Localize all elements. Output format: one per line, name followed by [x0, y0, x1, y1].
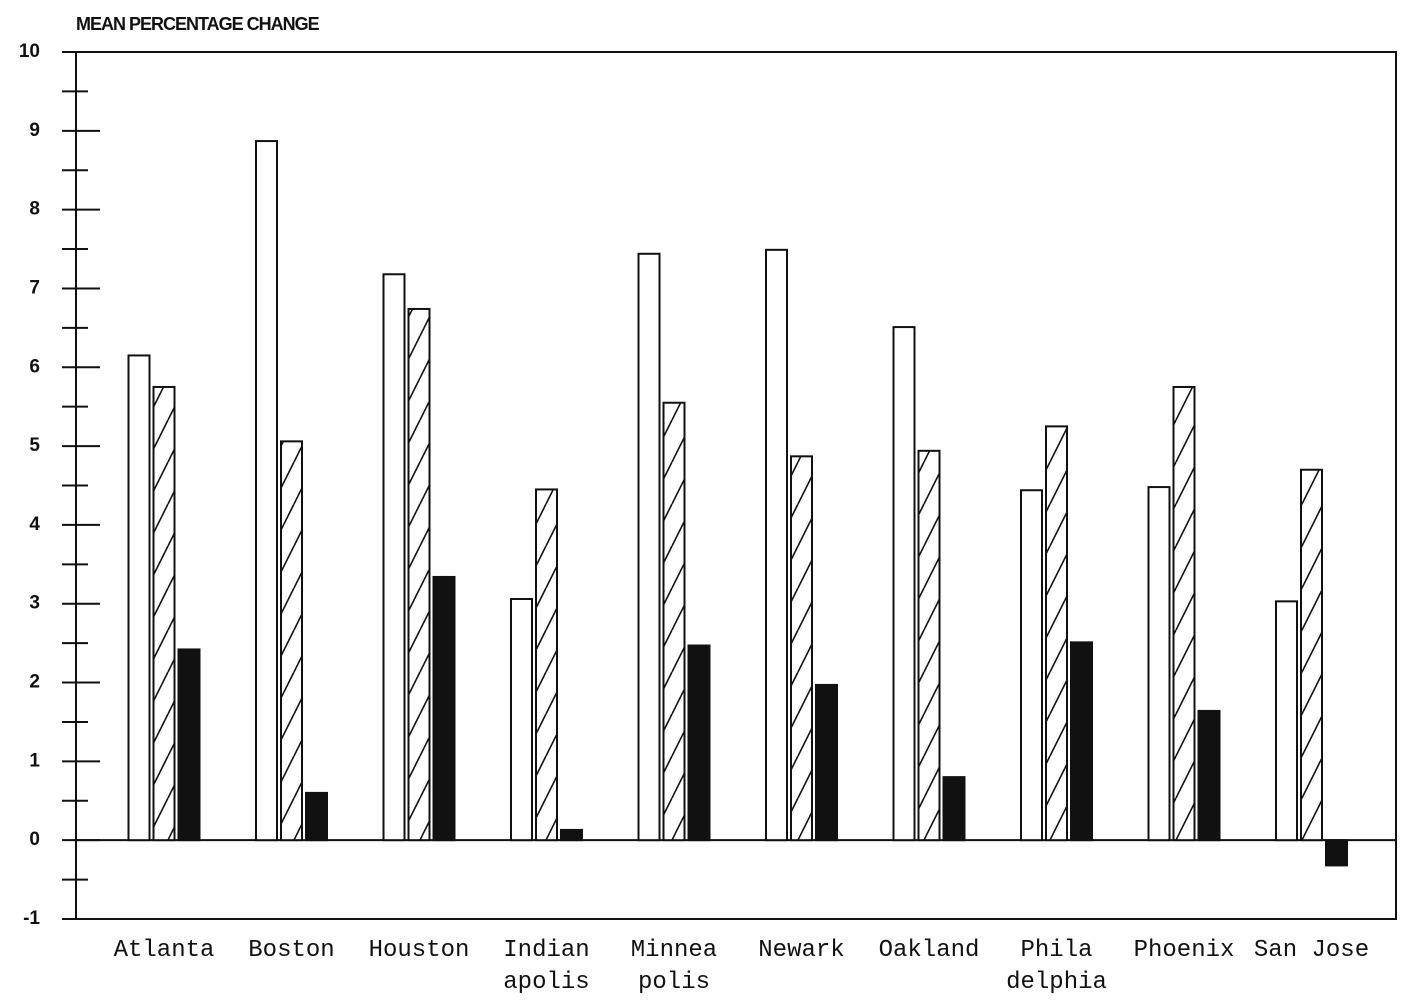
bar	[765, 248, 788, 842]
bar	[535, 488, 558, 842]
bar	[1020, 489, 1043, 842]
y-tick-label: 2	[29, 672, 40, 693]
bar	[1070, 641, 1093, 842]
x-tick-label: Newark	[758, 937, 844, 964]
x-tick-label-line: Boston	[248, 937, 334, 964]
bar	[1197, 709, 1221, 842]
y-tick-label: 8	[29, 199, 40, 220]
x-tick-label-line: polis	[638, 969, 710, 996]
x-tick-label: Minnea polis	[631, 937, 717, 996]
bar	[152, 385, 176, 842]
x-tick-label-line: Phila	[1020, 937, 1092, 964]
x-tick-label: Boston	[248, 937, 334, 964]
y-tick-label: 9	[29, 120, 40, 141]
bar	[1300, 468, 1323, 842]
x-tick-label-line: Newark	[758, 937, 844, 964]
x-tick-label-line: delphia	[1006, 969, 1107, 996]
x-tick-label-line: Phoenix	[1134, 937, 1235, 964]
bar	[1275, 600, 1298, 842]
bar	[510, 597, 533, 842]
bar	[560, 828, 583, 842]
y-tick-label: 6	[29, 356, 40, 377]
bar	[280, 440, 303, 842]
y-tick-label: 10	[19, 41, 40, 62]
bar	[917, 449, 941, 842]
bar	[382, 273, 406, 842]
bar	[1045, 425, 1068, 842]
bar	[892, 326, 916, 842]
x-tick-label-line: Houston	[369, 937, 470, 964]
x-tick-label-line: Indian	[503, 937, 589, 964]
chart-title: MEAN PERCENTAGE CHANGE	[76, 14, 320, 34]
x-tick-label: San Jose	[1254, 937, 1369, 964]
x-tick-label: Phila delphia	[1006, 937, 1107, 996]
bar	[255, 140, 278, 842]
y-tick-label: 3	[29, 593, 40, 614]
bar	[815, 683, 838, 842]
bar	[305, 791, 328, 842]
bar	[637, 252, 661, 842]
bar	[407, 307, 431, 842]
y-tick-label: 4	[29, 514, 40, 535]
y-tick-label: 5	[29, 435, 40, 456]
bar	[790, 455, 813, 842]
y-tick-label: 1	[29, 750, 40, 771]
bar	[942, 776, 966, 842]
x-tick-label-line: Oakland	[879, 937, 980, 964]
bar	[177, 648, 201, 842]
bar	[1172, 385, 1196, 842]
x-tick-label: Phoenix	[1134, 937, 1235, 964]
y-tick-label: 7	[29, 277, 40, 298]
y-tick-label: 0	[29, 829, 40, 850]
bar	[432, 575, 456, 842]
bar	[687, 644, 711, 842]
x-tick-label-line: Atlanta	[114, 937, 215, 964]
bar	[1147, 486, 1171, 842]
x-tick-label-line: Minnea	[631, 937, 717, 964]
x-tick-label: Indian apolis	[503, 937, 589, 996]
x-tick-label: Atlanta	[114, 937, 215, 964]
bar	[662, 401, 686, 842]
x-tick-label: Houston	[369, 937, 470, 964]
x-tick-label-line: apolis	[503, 969, 589, 996]
x-tick-label: Oakland	[879, 937, 980, 964]
x-tick-label-line: San Jose	[1254, 937, 1369, 964]
y-tick-label: -1	[23, 908, 40, 929]
bar	[1325, 839, 1348, 867]
bar	[127, 354, 151, 842]
